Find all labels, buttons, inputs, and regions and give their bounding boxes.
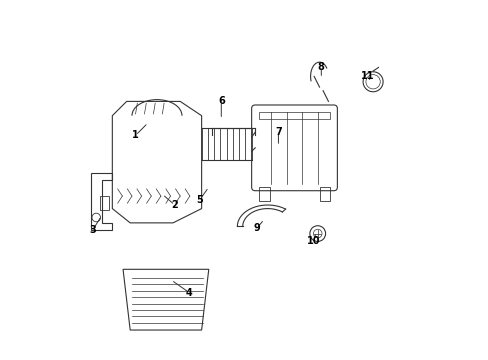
Text: 3: 3 — [89, 225, 96, 235]
Text: 2: 2 — [171, 200, 178, 210]
Text: 11: 11 — [360, 71, 374, 81]
Text: 7: 7 — [274, 127, 281, 137]
Text: 9: 9 — [253, 223, 260, 233]
Text: 8: 8 — [317, 63, 324, 72]
Text: 10: 10 — [307, 236, 320, 246]
Text: 4: 4 — [185, 288, 192, 297]
Text: 6: 6 — [218, 96, 224, 107]
Text: 5: 5 — [196, 195, 203, 204]
Text: 1: 1 — [132, 130, 139, 140]
